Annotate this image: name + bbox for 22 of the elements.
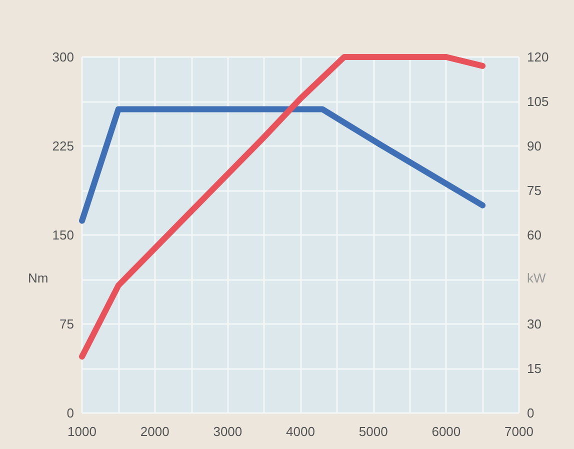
y2-tick-label: 0 [527,406,534,420]
y2-tick-label: 105 [527,94,549,109]
x-tick-label: 5000 [358,424,388,439]
x-tick-label: 6000 [432,424,461,439]
x-tick-label: 4000 [286,424,315,439]
x-tick-label: 1000 [68,424,96,439]
x-tick-label: 3000 [213,424,242,439]
y-tick-label: 300 [52,50,74,64]
y2-tick-label: 75 [527,183,542,198]
y2-axis-title: kW [527,270,546,286]
x-tick-label: 2000 [140,424,170,439]
y-tick-label: 150 [52,228,74,242]
y2-tick-label: 30 [527,316,542,332]
x-tick-label: 7000 [504,424,534,439]
y-tick-label: 225 [52,138,74,154]
y2-tick-label: 90 [527,138,542,154]
y-tick-label: 75 [60,316,74,332]
y2-tick-label: 120 [527,50,549,64]
y2-tick-label: 60 [527,228,542,242]
y-axis-title: Nm [28,270,48,286]
y-tick-label: 0 [66,406,74,420]
y2-tick-label: 15 [527,361,542,376]
